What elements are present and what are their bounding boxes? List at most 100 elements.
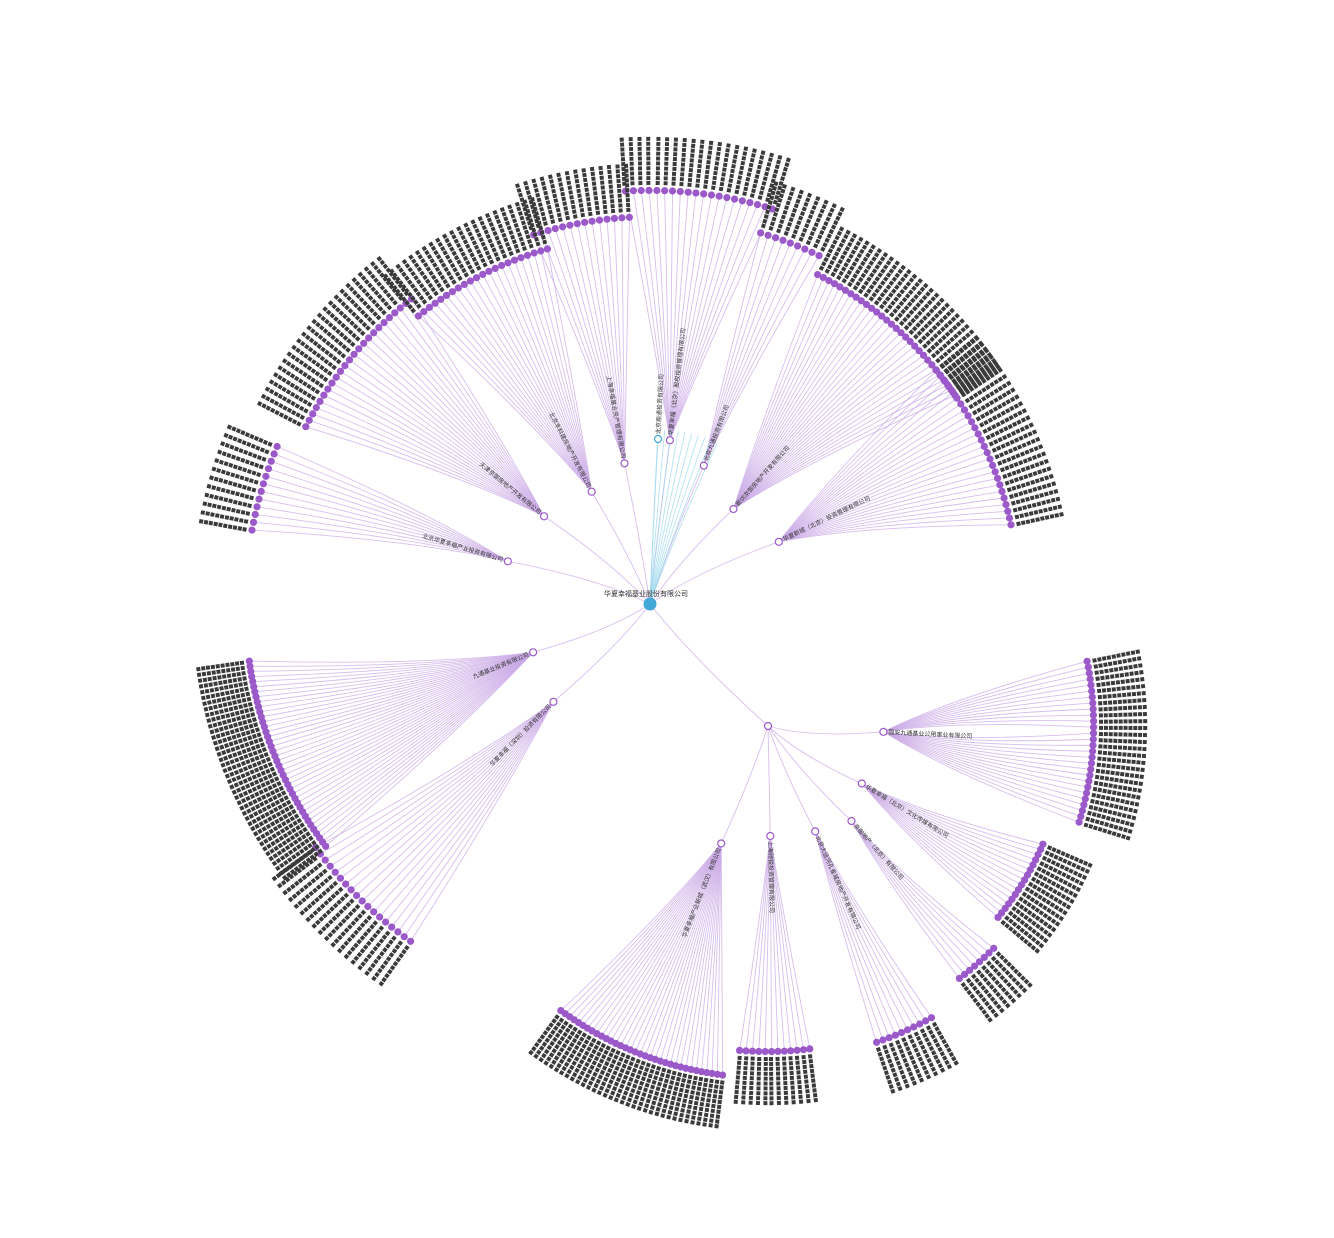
- leaf-node[interactable]: [753, 201, 762, 209]
- leaf-node[interactable]: [248, 526, 256, 534]
- leaf-node[interactable]: [974, 430, 982, 438]
- leaf-node[interactable]: [388, 923, 396, 931]
- leaf-node[interactable]: [746, 199, 754, 207]
- leaf-node[interactable]: [454, 284, 462, 292]
- leaf-node[interactable]: [1017, 881, 1026, 889]
- leaf-node[interactable]: [868, 304, 876, 312]
- leaf-node[interactable]: [326, 862, 334, 870]
- leaf-node[interactable]: [543, 245, 552, 253]
- leaf-node[interactable]: [932, 366, 941, 375]
- leaf-node[interactable]: [707, 191, 716, 199]
- leaf-node[interactable]: [1089, 735, 1097, 743]
- leaf-node[interactable]: [801, 245, 809, 253]
- leaf-node[interactable]: [245, 657, 253, 665]
- leaf-node[interactable]: [365, 334, 373, 342]
- leaf-node[interactable]: [466, 277, 474, 285]
- leaf-node[interactable]: [813, 271, 822, 279]
- leaf-node[interactable]: [360, 339, 368, 347]
- leaf-node[interactable]: [376, 913, 384, 921]
- leaf-node[interactable]: [756, 229, 765, 237]
- leaf-node[interactable]: [262, 472, 270, 480]
- leaf-node[interactable]: [1084, 663, 1092, 671]
- leaf-node[interactable]: [504, 259, 512, 267]
- branch-hub-node[interactable]: [503, 557, 512, 566]
- leaf-node[interactable]: [382, 918, 390, 926]
- leaf-node[interactable]: [472, 274, 481, 282]
- leaf-node[interactable]: [491, 264, 499, 272]
- leaf-node[interactable]: [897, 329, 905, 337]
- leaf-node[interactable]: [1083, 657, 1091, 665]
- leaf-node[interactable]: [498, 261, 506, 270]
- leaf-node[interactable]: [872, 1038, 881, 1046]
- leaf-node[interactable]: [302, 423, 310, 431]
- leaf-node[interactable]: [755, 1047, 763, 1056]
- leaf-node[interactable]: [836, 283, 844, 291]
- leaf-node[interactable]: [767, 1047, 776, 1056]
- leaf-node[interactable]: [700, 190, 708, 198]
- leaf-node[interactable]: [537, 247, 545, 255]
- leaf-node[interactable]: [910, 1023, 918, 1031]
- leaf-node[interactable]: [916, 1020, 924, 1028]
- leaf-node[interactable]: [1088, 747, 1097, 755]
- secondary-hub-node[interactable]: [763, 721, 773, 731]
- leaf-node[interactable]: [980, 953, 988, 962]
- leaf-node[interactable]: [730, 195, 739, 203]
- leaf-node[interactable]: [1089, 711, 1098, 719]
- leaf-node[interactable]: [993, 474, 1002, 482]
- leaf-node[interactable]: [911, 342, 919, 350]
- branch-hub-node[interactable]: [774, 537, 783, 546]
- leaf-node[interactable]: [350, 350, 358, 358]
- leaf-node[interactable]: [530, 249, 538, 257]
- leaf-node[interactable]: [924, 356, 932, 364]
- leaf-node[interactable]: [883, 316, 891, 324]
- leaf-node[interactable]: [955, 974, 964, 983]
- leaf-node[interactable]: [1008, 895, 1016, 903]
- leaf-node[interactable]: [960, 406, 969, 414]
- leaf-node[interactable]: [887, 320, 896, 328]
- leaf-node[interactable]: [1087, 759, 1096, 767]
- leaf-node[interactable]: [414, 312, 422, 320]
- leaf-node[interactable]: [983, 449, 991, 457]
- leaf-node[interactable]: [997, 909, 1006, 917]
- leaf-node[interactable]: [358, 897, 366, 905]
- leaf-node[interactable]: [830, 280, 839, 288]
- leaf-node[interactable]: [394, 928, 402, 936]
- leaf-node[interactable]: [345, 356, 354, 364]
- leaf-node[interactable]: [957, 400, 965, 408]
- leaf-node[interactable]: [928, 361, 936, 369]
- branch-hub-node[interactable]: [665, 436, 675, 445]
- leaf-node[interactable]: [779, 236, 787, 244]
- leaf-node[interactable]: [251, 510, 259, 519]
- leaf-node[interactable]: [967, 418, 976, 426]
- leaf-node[interactable]: [937, 372, 945, 380]
- leaf-node[interactable]: [544, 226, 552, 235]
- leaf-node[interactable]: [312, 404, 320, 412]
- leaf-node[interactable]: [1078, 806, 1087, 815]
- leaf-node[interactable]: [595, 216, 604, 224]
- leaf-node[interactable]: [927, 1014, 936, 1022]
- leaf-node[interactable]: [1085, 669, 1093, 677]
- leaf-node[interactable]: [255, 495, 263, 503]
- leaf-node[interactable]: [964, 412, 972, 420]
- leaf-node[interactable]: [891, 1031, 900, 1039]
- leaf-node[interactable]: [264, 465, 273, 473]
- leaf-node[interactable]: [523, 251, 532, 259]
- leaf-node[interactable]: [653, 186, 661, 195]
- leaf-node[interactable]: [341, 362, 349, 370]
- leaf-node[interactable]: [970, 962, 979, 970]
- leaf-node[interactable]: [621, 187, 630, 195]
- leaf-node[interactable]: [885, 1034, 893, 1042]
- leaf-node[interactable]: [517, 254, 525, 262]
- leaf-node[interactable]: [1002, 501, 1010, 509]
- leaf-node[interactable]: [336, 874, 344, 882]
- leaf-node[interactable]: [1001, 904, 1009, 913]
- leaf-node[interactable]: [915, 347, 923, 355]
- leaf-node[interactable]: [437, 295, 445, 303]
- leaf-node[interactable]: [1088, 687, 1096, 695]
- leaf-node[interactable]: [988, 461, 997, 469]
- leaf-node[interactable]: [793, 1046, 801, 1054]
- leaf-node[interactable]: [761, 1047, 769, 1056]
- leaf-node[interactable]: [977, 436, 985, 444]
- leaf-node[interactable]: [771, 234, 780, 242]
- leaf-node[interactable]: [761, 203, 769, 211]
